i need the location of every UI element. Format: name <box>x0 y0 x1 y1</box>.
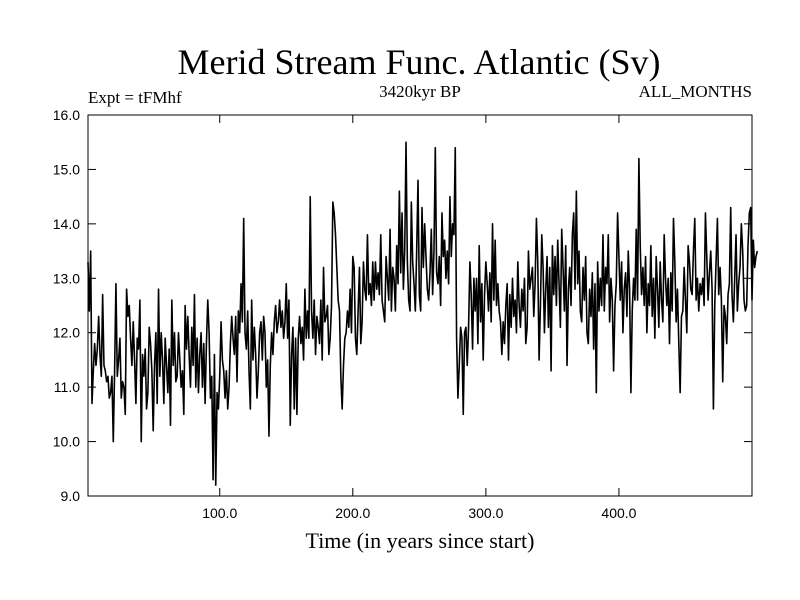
x-tick-label: 400.0 <box>601 505 636 521</box>
y-tick-label: 10.0 <box>53 434 80 450</box>
months-label: ALL_MONTHS <box>639 82 752 101</box>
x-tick-label: 100.0 <box>202 505 237 521</box>
series-line <box>87 141 759 486</box>
y-tick-label: 11.0 <box>54 379 80 395</box>
y-tick-label: 13.0 <box>53 270 80 286</box>
y-tick-label: 14.0 <box>53 216 80 232</box>
period-label: 3420kyr BP <box>379 82 461 101</box>
y-tick-label: 12.0 <box>53 325 80 341</box>
x-axis-label: Time (in years since start) <box>306 528 535 553</box>
x-tick-label: 200.0 <box>335 505 370 521</box>
y-axis: 9.0 10.0 11.0 12.0 13.0 14.0 15.0 16.0 <box>53 107 752 504</box>
y-tick-label: 16.0 <box>53 107 80 123</box>
x-axis: 100.0 200.0 300.0 400.0 <box>202 115 637 521</box>
chart-title: Merid Stream Func. Atlantic (Sv) <box>178 42 661 82</box>
plot-frame <box>87 114 753 497</box>
y-tick-label: 9.0 <box>61 488 81 504</box>
x-tick-label: 300.0 <box>468 505 503 521</box>
y-tick-label: 15.0 <box>53 161 80 177</box>
experiment-label: Expt = tFMhf <box>88 88 182 107</box>
